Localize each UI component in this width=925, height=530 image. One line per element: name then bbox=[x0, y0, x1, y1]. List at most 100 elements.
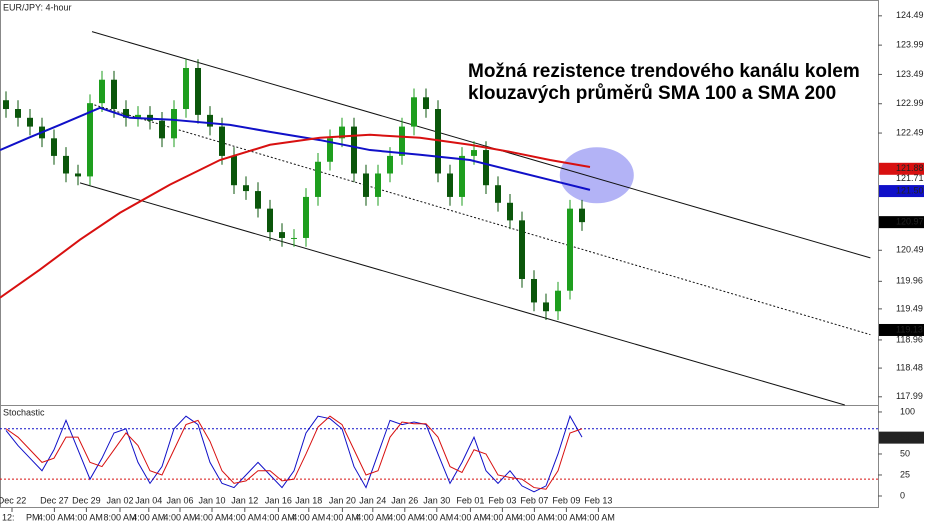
time-label: 8:00 AM bbox=[103, 512, 136, 522]
candle-body bbox=[423, 97, 429, 110]
y-tick-label: 119.96 bbox=[896, 276, 923, 286]
y-tick-label: 124.49 bbox=[896, 10, 924, 20]
candle-body bbox=[555, 290, 561, 312]
candle-body bbox=[447, 173, 453, 197]
price-tag bbox=[879, 323, 924, 336]
price-tag bbox=[879, 162, 924, 175]
candle-body bbox=[279, 232, 285, 238]
candle-body bbox=[471, 150, 477, 156]
price-tag bbox=[879, 216, 924, 229]
candle-body bbox=[543, 302, 549, 312]
x-tick-label: Feb 01 bbox=[456, 495, 484, 505]
time-label: PM bbox=[26, 512, 40, 522]
x-tick-label: Dec 29 bbox=[72, 495, 101, 505]
candle-body bbox=[183, 67, 189, 110]
candle-body bbox=[135, 114, 141, 118]
candle-body bbox=[519, 220, 525, 279]
x-tick-label: Jan 18 bbox=[295, 495, 322, 505]
x-tick-label: Jan 16 bbox=[265, 495, 292, 505]
x-tick-label: Jan 12 bbox=[231, 495, 258, 505]
y-tick-label: 119.49 bbox=[896, 303, 923, 313]
y-tick-label: 120.49 bbox=[896, 245, 924, 255]
channel-line bbox=[94, 104, 871, 336]
time-label: 4:00 AM bbox=[326, 512, 359, 522]
price-tag-label: 120.97 bbox=[896, 217, 924, 227]
annotation: Možná rezistence trendového kanálu kolem bbox=[468, 61, 860, 82]
candle-body bbox=[363, 173, 369, 197]
x-tick-label: Jan 24 bbox=[359, 495, 386, 505]
price-tag bbox=[879, 185, 924, 198]
candle-body bbox=[339, 126, 345, 139]
time-label: 4:00 AM bbox=[163, 512, 196, 522]
time-label: 4:00 AM bbox=[420, 512, 453, 522]
time-label: 4:00 AM bbox=[518, 512, 551, 522]
candle-body bbox=[531, 278, 537, 303]
x-tick-label: Jan 06 bbox=[166, 495, 193, 505]
y-tick-label: 118.48 bbox=[896, 362, 923, 372]
candle-body bbox=[111, 79, 117, 110]
stochastic-line bbox=[5, 414, 583, 493]
time-label: 4:00 AM bbox=[262, 512, 295, 522]
candle-body bbox=[579, 208, 585, 223]
candle-body bbox=[75, 173, 81, 177]
candle-body bbox=[351, 126, 357, 174]
candle-body bbox=[411, 97, 417, 127]
highlight bbox=[559, 147, 634, 204]
time-label: 4:00 AM bbox=[195, 512, 228, 522]
y-tick-label: 118.96 bbox=[896, 334, 923, 344]
candle-body bbox=[99, 79, 105, 104]
candle-body bbox=[243, 185, 249, 192]
x-tick-label: Jan 10 bbox=[198, 495, 225, 505]
time-label: 4:00 AM bbox=[388, 512, 421, 522]
x-tick-label: Feb 03 bbox=[488, 495, 516, 505]
x-tick-label: Jan 30 bbox=[423, 495, 450, 505]
stochastic-title: Stochastic bbox=[3, 407, 45, 417]
candle-body bbox=[15, 109, 21, 118]
candle-body bbox=[159, 120, 165, 139]
candle-body bbox=[123, 109, 129, 118]
candle-body bbox=[387, 155, 393, 174]
candle-body bbox=[27, 117, 33, 127]
y-tick-label: 25 bbox=[900, 469, 910, 479]
y-tick-label: 122.99 bbox=[896, 98, 924, 108]
price-tag-label: 121.88 bbox=[896, 163, 924, 173]
x-tick-label: Feb 13 bbox=[584, 495, 612, 505]
stochastic-tag bbox=[879, 431, 924, 444]
price-tag-label: 121.50 bbox=[896, 185, 924, 195]
candle-body bbox=[375, 173, 381, 197]
sma-line bbox=[0, 106, 591, 191]
candle-body bbox=[483, 150, 489, 186]
stochastic-line bbox=[5, 415, 583, 490]
candle-body bbox=[303, 196, 309, 238]
time-label: 4:00 AM bbox=[38, 512, 71, 522]
candle-body bbox=[495, 185, 501, 203]
y-tick-label: 117.99 bbox=[896, 391, 923, 401]
candle-body bbox=[315, 161, 321, 197]
candle-body bbox=[219, 126, 225, 156]
y-tick-label: 100 bbox=[900, 406, 915, 416]
y-tick-label: 122.49 bbox=[896, 127, 924, 137]
candle-body bbox=[255, 191, 261, 209]
chart-title: EUR/JPY: 4-hour bbox=[3, 2, 72, 12]
candle-body bbox=[291, 237, 297, 239]
price-tag-label: 121.71 bbox=[896, 173, 924, 183]
x-tick-label: Jan 20 bbox=[329, 495, 356, 505]
candle-body bbox=[231, 155, 237, 186]
candle-body bbox=[567, 208, 573, 291]
stochastic-tag-label: 69.45 bbox=[900, 432, 923, 442]
x-tick-label: Jan 26 bbox=[391, 495, 418, 505]
y-tick-label: 0 bbox=[900, 490, 905, 500]
candle-body bbox=[507, 202, 513, 221]
y-tick-label: 50 bbox=[900, 448, 910, 458]
candle-body bbox=[195, 67, 201, 115]
candle-body bbox=[87, 103, 93, 177]
price-tag-label: 119.13 bbox=[896, 324, 923, 334]
time-label: 4:00 AM bbox=[70, 512, 103, 522]
candle-body bbox=[327, 138, 333, 162]
x-tick-label: Jan 04 bbox=[135, 495, 162, 505]
x-tick-label: Feb 09 bbox=[552, 495, 580, 505]
x-tick-label: Dec 22 bbox=[0, 495, 26, 505]
y-tick-label: 123.49 bbox=[896, 69, 924, 79]
candle-body bbox=[207, 114, 213, 127]
